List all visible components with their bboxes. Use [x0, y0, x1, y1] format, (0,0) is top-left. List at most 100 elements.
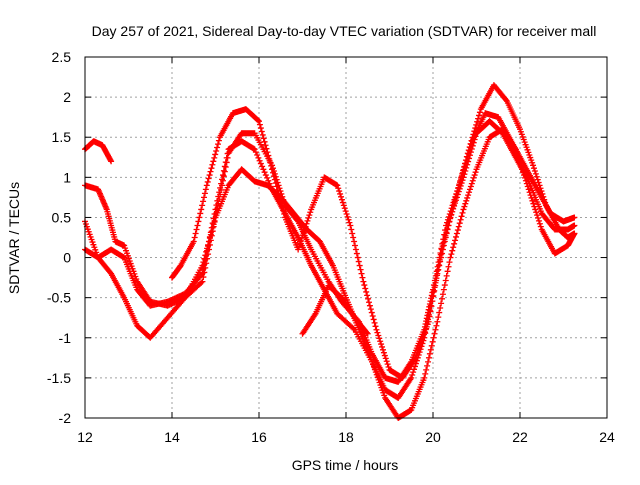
data-point: [429, 338, 436, 345]
data-point: [302, 223, 309, 230]
data-point: [529, 197, 536, 204]
data-point: [301, 226, 308, 233]
data-point: [435, 314, 442, 321]
data-point: [458, 213, 465, 220]
y-tick-label: -2: [59, 410, 72, 426]
data-point: [378, 341, 385, 348]
data-point: [472, 125, 479, 132]
data-point: [436, 256, 443, 263]
data-point: [460, 167, 467, 174]
data-point: [201, 255, 208, 262]
data-point: [340, 202, 347, 209]
data-point: [219, 172, 226, 179]
data-point: [296, 243, 303, 250]
data-point: [304, 217, 311, 224]
data-point: [345, 216, 352, 223]
data-point: [211, 154, 218, 161]
data-point: [453, 191, 460, 198]
data-point: [571, 222, 578, 229]
data-point: [208, 165, 215, 172]
data-point: [279, 204, 286, 211]
data-point: [535, 217, 542, 224]
data-point: [431, 287, 438, 294]
data-point: [444, 225, 451, 232]
data-point: [199, 270, 206, 277]
data-point: [457, 177, 464, 184]
data-point: [438, 300, 445, 307]
data-point: [108, 158, 115, 165]
data-point: [379, 346, 386, 353]
x-tick-label: 18: [338, 429, 354, 445]
data-point: [221, 168, 228, 175]
data-point: [264, 174, 271, 181]
data-point: [223, 154, 230, 161]
data-point: [530, 162, 537, 169]
data-point: [206, 172, 213, 179]
data-point: [435, 262, 442, 269]
data-point: [456, 181, 463, 188]
data-point: [431, 330, 438, 337]
data-point: [525, 186, 532, 193]
data-point: [365, 299, 372, 306]
data-point: [354, 254, 361, 261]
data-point: [307, 209, 314, 216]
data-point: [263, 145, 270, 152]
data-point: [468, 180, 475, 187]
data-point: [218, 180, 225, 187]
data-point: [520, 169, 527, 176]
data-point: [409, 372, 416, 379]
data-point: [443, 229, 450, 236]
data-point: [216, 189, 223, 196]
data-point: [360, 278, 367, 285]
y-tick-label: 0.5: [52, 209, 72, 225]
data-point: [259, 163, 266, 170]
data-point: [209, 224, 216, 231]
data-point: [201, 190, 208, 197]
data-point: [450, 244, 457, 251]
data-point: [382, 355, 389, 362]
data-point: [535, 179, 542, 186]
data-point: [256, 121, 263, 128]
data-point: [199, 202, 206, 209]
data-point: [452, 233, 459, 240]
data-point: [363, 288, 370, 295]
data-point: [463, 197, 470, 204]
data-point: [297, 237, 304, 244]
data-point: [207, 231, 214, 238]
x-tick-label: 24: [599, 429, 615, 445]
data-point: [527, 192, 534, 199]
data-point: [266, 155, 273, 162]
data-point: [446, 219, 453, 226]
data-point: [428, 303, 435, 310]
data-point: [466, 143, 473, 150]
data-point: [196, 214, 203, 221]
data-point: [475, 115, 482, 122]
grid: [85, 57, 607, 418]
data-point: [425, 358, 432, 365]
data-point: [460, 206, 467, 213]
data-point: [467, 140, 474, 147]
data-point: [297, 240, 304, 247]
data-point: [351, 238, 358, 245]
data-point: [364, 292, 371, 299]
data-point: [376, 335, 383, 342]
data-point: [381, 352, 388, 359]
data-point: [526, 189, 533, 196]
data-point: [447, 215, 454, 222]
data-point: [533, 173, 540, 180]
data-point: [421, 374, 428, 381]
data-point: [348, 226, 355, 233]
data-point: [532, 170, 539, 177]
data-point: [305, 215, 312, 222]
data-point: [439, 243, 446, 250]
data-point: [262, 142, 269, 149]
data-point: [466, 189, 473, 196]
data-point: [434, 267, 441, 274]
data-point: [447, 254, 454, 261]
data-point: [503, 96, 510, 103]
data-point: [451, 198, 458, 205]
data-point: [258, 128, 265, 135]
data-point: [255, 154, 262, 161]
y-tick-label: -0.5: [47, 290, 71, 306]
data-point: [191, 234, 198, 241]
